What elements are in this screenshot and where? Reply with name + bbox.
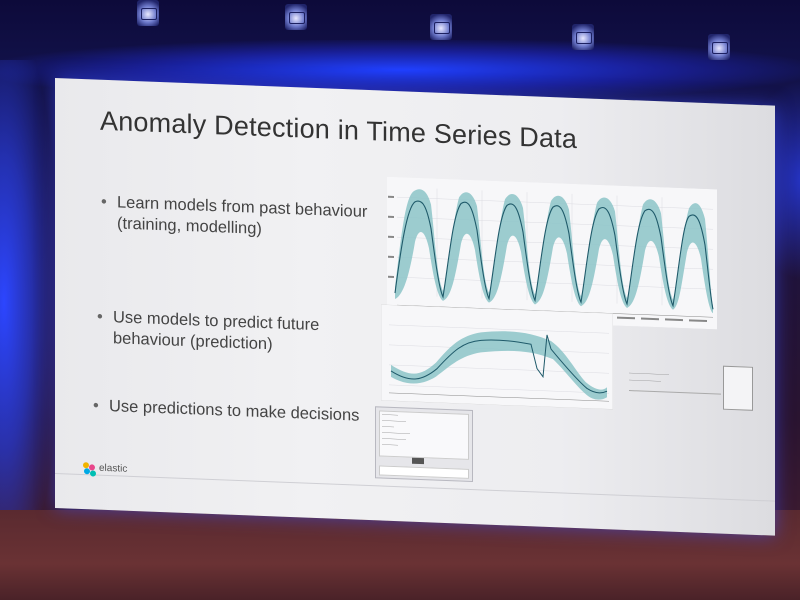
actual-series-line [394,200,714,310]
bullet-text: Use predictions to make decisions [109,397,360,425]
actual-series-line [390,334,608,394]
bullet-prediction: • Use models to predict future behaviour… [97,307,383,359]
ceiling-light-icon [137,0,159,26]
elastic-logo-icon: elastic [81,460,141,478]
y-tick-labels [388,195,394,279]
detail-panel-box [723,365,753,411]
bullet-dot: • [97,307,103,326]
prediction-info-text: —————————— ———————— [629,370,719,399]
ceiling-light-icon [430,14,452,40]
bullet-training: • Learn models from past behaviour (trai… [101,192,387,244]
alert-notification-widget: ———— —————— ——— ——————— —————— ———— [375,406,473,483]
training-timeseries-chart [387,176,717,330]
projected-slide: Anomaly Detection in Time Series Data • … [55,78,775,536]
bullet-dot: • [93,396,99,415]
alert-message-box: ———— —————— ——— ——————— —————— ———— [379,410,469,460]
alert-action-button [412,457,424,465]
chart-background [381,304,613,410]
x-axis [389,392,609,402]
slide-title: Anomaly Detection in Time Series Data [100,105,578,155]
ceiling-light-icon [285,4,307,30]
ceiling-light-icon [572,24,594,50]
bullet-decisions: • Use predictions to make decisions [93,396,379,427]
bullet-text: Learn models from past behaviour (traini… [117,193,368,238]
bullet-dot: • [101,192,107,211]
bullet-text: Use models to predict future behaviour (… [113,308,320,354]
prediction-band [391,331,607,400]
alert-input-bar [379,465,469,479]
ceiling-light-icon [708,34,730,60]
prediction-timeseries-chart [381,304,613,410]
logo-text: elastic [99,462,128,475]
logo-dot [90,470,96,477]
